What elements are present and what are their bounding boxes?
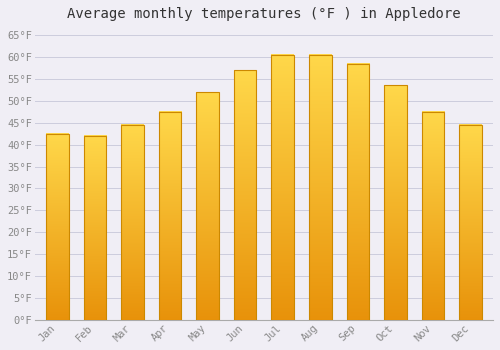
Bar	[121, 125, 144, 320]
Bar	[309, 55, 332, 320]
Bar	[459, 125, 482, 320]
Bar	[272, 55, 294, 320]
Bar	[384, 85, 406, 320]
Bar	[234, 70, 256, 320]
Bar	[196, 92, 219, 320]
Bar	[84, 136, 106, 320]
Bar	[158, 112, 181, 320]
Bar	[422, 112, 444, 320]
Title: Average monthly temperatures (°F ) in Appledore: Average monthly temperatures (°F ) in Ap…	[67, 7, 460, 21]
Bar	[46, 134, 68, 320]
Bar	[346, 64, 369, 320]
